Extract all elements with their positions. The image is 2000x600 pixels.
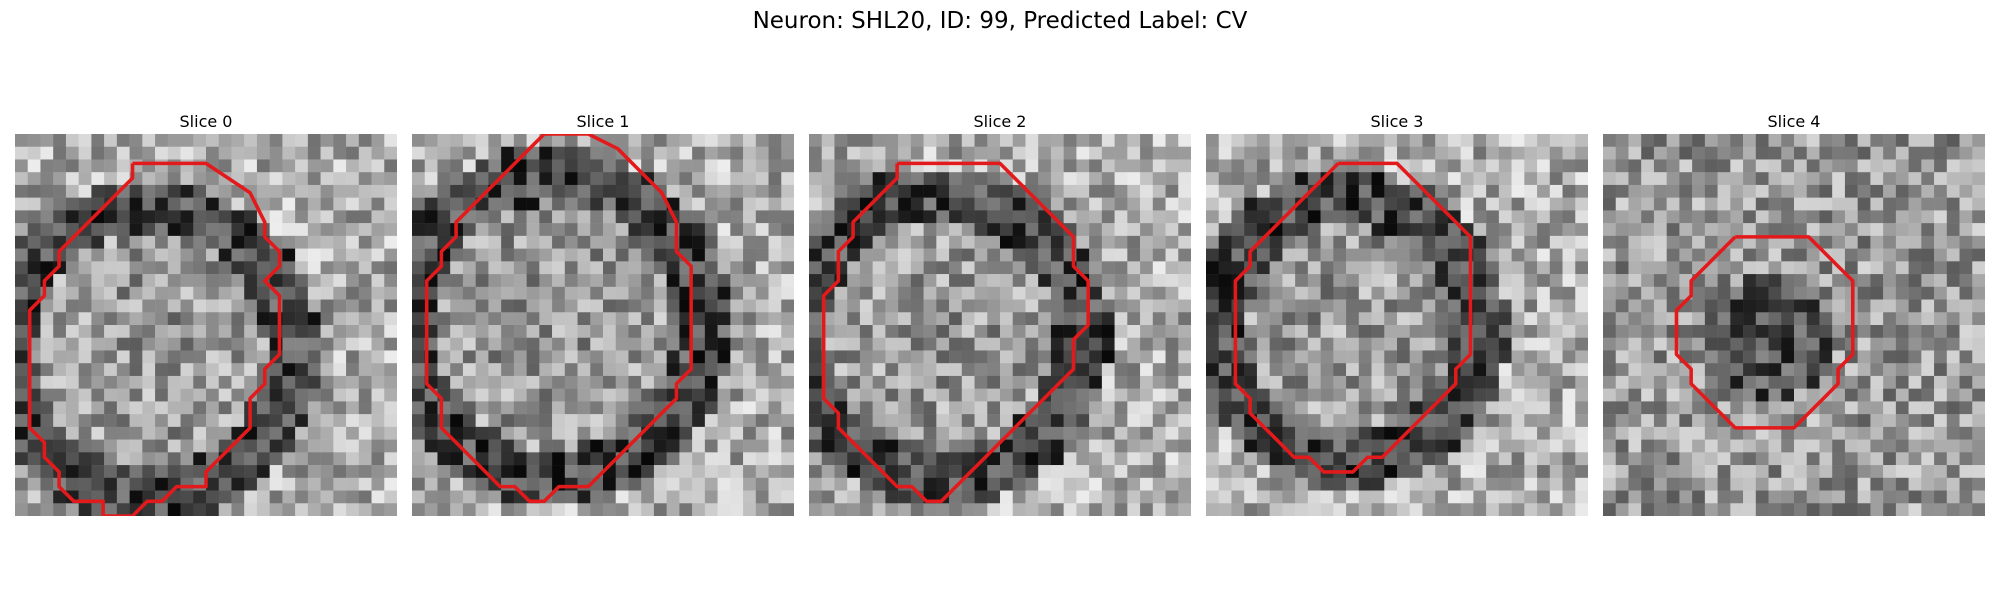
slice-panel-1: Slice 1 [412,110,794,516]
slice-image [809,134,1191,516]
segmentation-contour [27,161,282,516]
slice-title: Slice 0 [179,112,233,131]
segmentation-contour [1233,161,1473,474]
grayscale-pixels [1603,134,1985,516]
slice-title: Slice 4 [1767,112,1821,131]
slice-image [1206,134,1588,516]
slice-image [15,134,397,516]
slice-image [412,134,794,516]
slice-image [1603,134,1985,516]
slice-title: Slice 3 [1370,112,1424,131]
grayscale-pixels [1206,134,1588,516]
figure-title: Neuron: SHL20, ID: 99, Predicted Label: … [752,8,1248,34]
slice-title: Slice 1 [576,112,630,131]
grayscale-pixels [809,134,1191,516]
slice-title: Slice 2 [973,112,1027,131]
slice-panel-4: Slice 4 [1603,110,1985,516]
grayscale-pixels [412,134,794,516]
slice-panel-0: Slice 0 [15,110,397,516]
slice-panel-2: Slice 2 [809,110,1191,516]
grayscale-pixels [15,134,397,516]
slice-panel-3: Slice 3 [1206,110,1588,516]
segmentation-contour [821,161,1090,504]
segmentation-contour [424,134,693,504]
segmentation-contour [1674,235,1855,430]
